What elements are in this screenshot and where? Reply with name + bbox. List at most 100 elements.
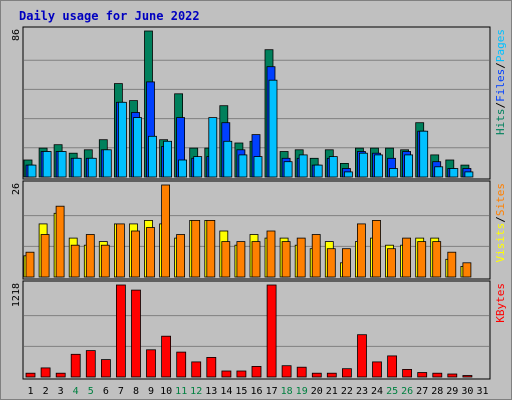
bar-sites-day-5 [85, 234, 95, 278]
bar-sites-day-11 [176, 234, 186, 278]
x-tick-label: 29 [446, 386, 458, 397]
bar-sites-day-14 [221, 241, 231, 278]
legend-separator: / [494, 216, 507, 223]
bar-sites-day-3 [55, 205, 65, 278]
bar-pages-day-30 [464, 171, 474, 178]
bar-sites-day-15 [236, 241, 246, 278]
x-tick-label: 8 [133, 386, 139, 397]
legend: KBytes [494, 283, 507, 323]
series-kbytes [25, 284, 473, 378]
bar-sites-day-13 [206, 219, 216, 278]
bar-kbytes-day-20 [311, 372, 322, 378]
x-tick-label: 12 [190, 386, 202, 397]
bar-pages-day-21 [328, 156, 338, 178]
bar-sites-day-12 [191, 219, 201, 278]
chart-title: Daily usage for June 2022 [19, 9, 200, 23]
bar-kbytes-day-11 [176, 351, 187, 378]
bar-kbytes-day-27 [417, 372, 428, 378]
bar-sites-day-18 [281, 241, 291, 278]
bar-pages-day-29 [449, 168, 459, 178]
bar-pages-day-22 [343, 171, 353, 178]
bar-kbytes-day-21 [326, 372, 337, 378]
bar-kbytes-day-28 [432, 372, 443, 378]
bar-kbytes-day-12 [191, 361, 202, 378]
series-sites [25, 184, 472, 278]
bar-pages-day-26 [404, 154, 414, 178]
bar-kbytes-day-14 [221, 370, 232, 378]
bar-pages-day-15 [238, 154, 248, 178]
bar-sites-day-23 [356, 223, 366, 278]
bar-kbytes-day-2 [40, 367, 51, 378]
x-tick-label: 18 [281, 386, 293, 397]
bar-pages-day-23 [358, 152, 368, 178]
bar-kbytes-day-29 [447, 373, 458, 378]
bar-pages-day-7 [118, 101, 127, 178]
x-tick-label: 9 [148, 386, 154, 397]
x-tick-label: 4 [73, 386, 79, 397]
x-tick-label: 17 [266, 386, 278, 397]
bar-pages-day-1 [27, 164, 37, 178]
x-tick-label: 14 [220, 386, 232, 397]
x-tick-label: 13 [205, 386, 217, 397]
bar-pages-day-19 [298, 154, 308, 178]
legend-entry: Sites [494, 183, 507, 216]
bar-sites-day-27 [417, 241, 427, 278]
bar-sites-day-6 [100, 244, 110, 278]
x-tick-label: 20 [311, 386, 323, 397]
x-tick-label: 3 [58, 386, 64, 397]
legend-separator: / [494, 102, 507, 109]
legend-entry: Hits [494, 109, 507, 136]
bar-kbytes-day-13 [206, 356, 217, 378]
x-tick-label: 16 [250, 386, 262, 397]
x-tick-label: 24 [371, 386, 383, 397]
x-tick-label: 25 [386, 386, 398, 397]
bar-kbytes-day-4 [70, 353, 81, 378]
x-tick-label: 28 [431, 386, 443, 397]
legend: Visits/Sites [494, 183, 507, 263]
bar-kbytes-day-23 [357, 334, 367, 378]
x-tick-label: 31 [476, 386, 488, 397]
bar-pages-day-9 [148, 135, 157, 178]
bar-kbytes-day-8 [131, 289, 141, 378]
bar-pages-day-8 [133, 117, 142, 178]
legend: Hits/Files/Pages [494, 29, 507, 135]
bar-sites-day-1 [25, 251, 35, 278]
bar-kbytes-day-7 [116, 284, 126, 378]
bar-pages-day-12 [193, 156, 203, 178]
bar-sites-day-24 [372, 219, 381, 278]
bar-kbytes-day-1 [25, 372, 36, 378]
x-tick-label: 27 [416, 386, 428, 397]
kbytes-panel: 1218 KBytes [11, 280, 507, 380]
bar-sites-day-25 [387, 248, 396, 278]
x-tick-label: 1 [27, 386, 33, 397]
bar-kbytes-day-25 [387, 355, 398, 378]
bar-pages-day-16 [253, 156, 263, 178]
bar-sites-day-10 [161, 184, 171, 278]
bar-kbytes-day-18 [281, 365, 292, 378]
bar-kbytes-day-5 [85, 350, 96, 378]
bar-sites-day-17 [266, 230, 276, 278]
bar-sites-day-29 [447, 251, 457, 278]
max-value-label: 86 [11, 29, 22, 41]
bar-kbytes-day-3 [55, 372, 66, 378]
bar-sites-day-9 [146, 227, 155, 278]
bar-sites-day-7 [116, 223, 125, 278]
bar-pages-day-28 [434, 166, 444, 178]
bar-pages-day-3 [57, 151, 67, 178]
bar-kbytes-day-15 [236, 370, 247, 378]
bar-kbytes-day-30 [462, 375, 473, 378]
bar-kbytes-day-17 [266, 284, 277, 378]
max-value-label: 26 [11, 183, 22, 195]
bar-pages-day-18 [283, 161, 293, 178]
bar-pages-day-5 [87, 157, 97, 178]
bar-sites-day-21 [326, 248, 336, 278]
x-tick-label: 23 [356, 386, 368, 397]
x-tick-label: 7 [118, 386, 124, 397]
x-tick-label: 2 [43, 386, 49, 397]
bar-pages-day-17 [268, 79, 278, 178]
bar-pages-day-2 [42, 151, 52, 178]
x-tick-label: 10 [160, 386, 172, 397]
bar-sites-day-30 [462, 262, 472, 278]
